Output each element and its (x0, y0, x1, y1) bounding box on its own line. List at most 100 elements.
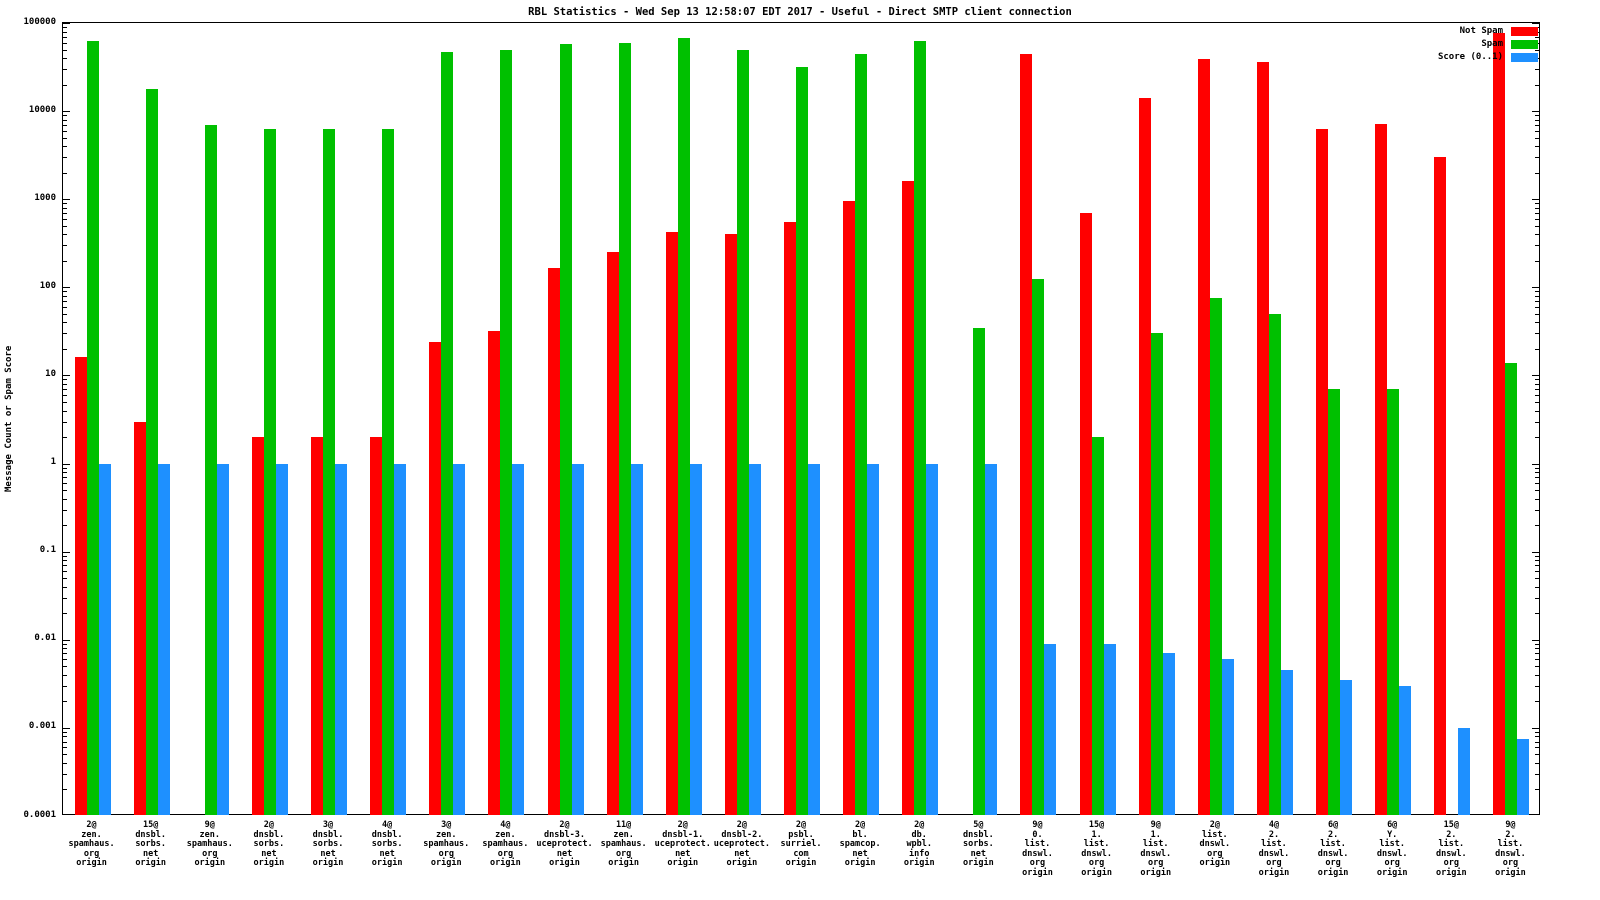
y-minor-tick (63, 701, 67, 703)
y-minor-tick (1535, 525, 1539, 527)
x-tick-label-line: list. (1379, 839, 1405, 849)
y-minor-tick (1535, 306, 1539, 308)
score-bar (335, 463, 348, 815)
y-tick-label: 100000 (23, 16, 56, 27)
y-minor-tick (1535, 401, 1539, 403)
y-minor-tick (1535, 291, 1539, 293)
y-minor-tick (1535, 146, 1539, 148)
spam-bar (1091, 437, 1104, 815)
y-minor-tick (63, 509, 67, 511)
y-major-tick (63, 199, 70, 201)
x-tick-label-line: list. (1497, 839, 1524, 849)
y-minor-tick (1535, 789, 1539, 791)
x-tick-label-line: origin (1022, 867, 1053, 878)
x-tick-label-line: dnswl. (1258, 848, 1290, 859)
y-major-tick (1532, 727, 1539, 729)
score-bar (1458, 727, 1471, 815)
x-tick-label-line: 2@ (1209, 820, 1220, 830)
x-tick-label-line: info (908, 848, 930, 859)
not-spam-bar (1316, 128, 1329, 815)
y-minor-tick (1535, 203, 1539, 205)
not-spam-bar (1256, 62, 1269, 815)
y-minor-tick (1535, 115, 1539, 117)
y-minor-tick (63, 333, 67, 335)
x-tick-label-line: 3@ (322, 820, 334, 830)
y-minor-tick (63, 306, 67, 308)
x-tick-label-line: 9@ (1032, 820, 1043, 830)
x-tick-label-line: dnsbl-2. (721, 829, 763, 840)
x-tick-label-line: dnswl. (1199, 839, 1231, 849)
y-minor-tick (1535, 685, 1539, 687)
y-minor-tick (63, 31, 67, 33)
x-tick-label-line: spamhaus. (482, 839, 529, 849)
legend-swatch (1511, 39, 1538, 49)
y-minor-tick (63, 483, 67, 485)
not-spam-bar (1434, 157, 1447, 815)
spam-bar (677, 38, 690, 815)
y-minor-tick (1535, 218, 1539, 220)
y-minor-tick (1535, 555, 1539, 557)
y-minor-tick (63, 146, 67, 148)
y-minor-tick (1535, 137, 1539, 139)
x-tick-label-line: sorbs. (253, 839, 285, 849)
y-major-tick (63, 639, 70, 641)
x-tick-label-line: org (1148, 858, 1164, 868)
y-minor-tick (63, 27, 67, 29)
y-minor-tick (63, 49, 67, 51)
spam-bar (796, 66, 808, 815)
y-minor-tick (63, 613, 67, 615)
not-spam-bar (902, 181, 915, 815)
y-minor-tick (63, 666, 67, 668)
x-tick-label-line: Y. (1387, 829, 1398, 840)
x-tick-label-line: origin (726, 858, 758, 868)
not-spam-bar (133, 421, 146, 815)
x-tick-label: 4@ 2. list. dnswl. org origin (1245, 820, 1303, 878)
y-minor-tick (63, 560, 67, 562)
x-tick-label-line: origin (963, 858, 994, 868)
x-tick-label-line: 3@ (441, 820, 452, 830)
y-minor-tick (63, 437, 67, 439)
y-minor-tick (1535, 643, 1539, 645)
y-minor-tick (63, 115, 67, 117)
x-tick-label-line: dnswl. (1317, 848, 1349, 859)
x-tick-label-line: 9@ (1150, 820, 1161, 830)
y-minor-tick (63, 394, 67, 396)
x-tick-label-line: origin (1376, 867, 1408, 878)
y-minor-tick (63, 659, 67, 661)
x-tick-label: 15@ 2. list. dnswl. org origin (1422, 820, 1480, 878)
x-tick-label: 9@ 1. list. dnswl. org origin (1127, 820, 1185, 878)
y-minor-tick (1535, 225, 1539, 227)
chart-title: RBL Statistics - Wed Sep 13 12:58:07 EDT… (528, 6, 1072, 18)
x-tick-label: 2@ dnsbl-1. uceprotect. net origin (654, 820, 712, 869)
y-minor-tick (63, 348, 67, 350)
not-spam-bar (488, 330, 501, 815)
x-tick-label-line: origin (253, 858, 285, 868)
x-tick-label-line: 4@ (382, 820, 393, 830)
x-tick-label: 2@ dnsbl-3. uceprotect. net origin (536, 820, 594, 869)
y-major-tick (1532, 814, 1539, 815)
x-tick-label-line: org (1088, 858, 1105, 868)
x-tick-label: 6@ Y. list. dnswl. org origin (1363, 820, 1421, 878)
y-minor-tick (1535, 157, 1539, 159)
y-major-tick (63, 23, 70, 24)
x-tick-label-line: 2@ (263, 820, 275, 830)
x-tick-label-line: 6@ (1387, 820, 1398, 830)
x-tick-label-line: 15@ (1088, 820, 1105, 830)
score-bar (1340, 679, 1353, 815)
x-tick-label: 11@ zen. spamhaus. org origin (595, 820, 653, 869)
y-minor-tick (63, 410, 67, 412)
y-minor-tick (1535, 773, 1539, 775)
x-tick-label: 2@ dnsbl. sorbs. net origin (240, 820, 298, 869)
spam-bar (1268, 313, 1281, 815)
score-bar (926, 463, 939, 815)
y-minor-tick (63, 789, 67, 791)
x-tick-label-line: dnswl. (1376, 848, 1408, 859)
score-bar (216, 463, 229, 815)
spam-bar (263, 128, 276, 815)
y-minor-tick (1535, 348, 1539, 350)
x-tick-label-line: list. (1202, 829, 1228, 840)
y-minor-tick (1535, 212, 1539, 214)
spam-bar (204, 124, 217, 815)
y-tick-label: 0.1 (39, 545, 56, 556)
y-minor-tick (1535, 736, 1539, 738)
